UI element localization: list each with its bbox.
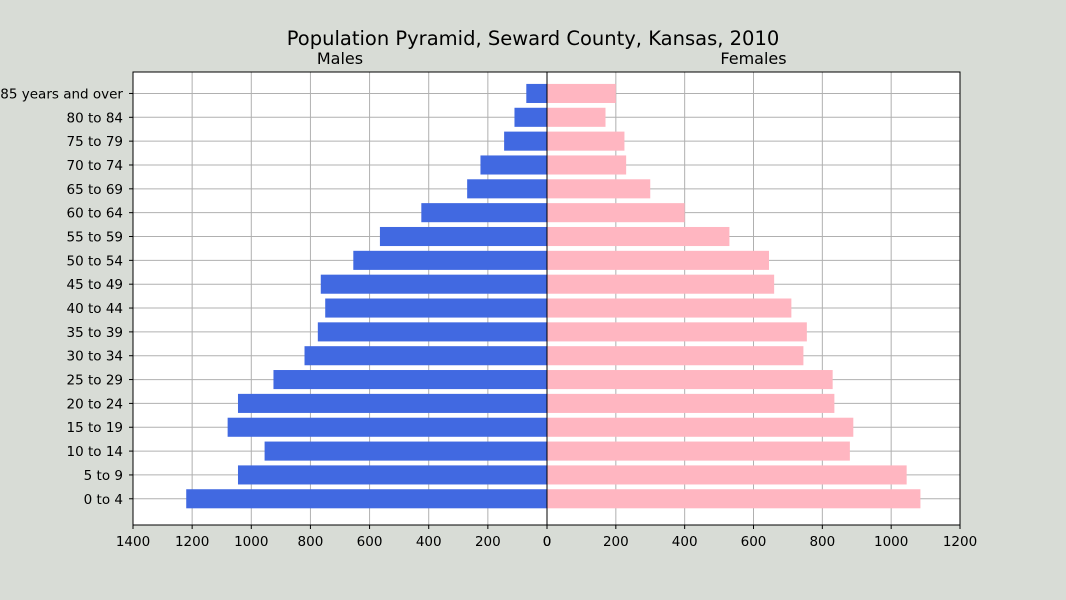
- males-x-axis: 1400 1200 1000 800 600 400 200 0: [116, 525, 551, 550]
- y-tick-label: 40 to 44: [67, 301, 124, 317]
- females-bar-85-years-and-over: [547, 83, 616, 103]
- males-bar-40-to-44: [325, 298, 547, 318]
- y-tick-label: 30 to 34: [67, 349, 124, 365]
- x-tick-label: 200: [475, 534, 501, 550]
- males-bar-35-to-39: [317, 322, 547, 342]
- x-tick-label: 1000: [234, 534, 268, 550]
- y-tick-label: 75 to 79: [67, 134, 124, 150]
- females-bar-20-to-24: [547, 393, 835, 413]
- females-bar-10-to-14: [547, 441, 850, 461]
- y-tick-label: 85 years and over: [0, 86, 123, 102]
- x-tick-label: 600: [357, 534, 383, 550]
- males-bar-70-to-74: [480, 155, 547, 175]
- y-tick-label: 25 to 29: [67, 373, 124, 389]
- x-tick-label: 1400: [116, 534, 150, 550]
- x-tick-label: 1000: [874, 534, 908, 550]
- x-tick-label: 400: [672, 534, 698, 550]
- x-tick-label: 200: [603, 534, 629, 550]
- females-bar-60-to-64: [547, 203, 685, 223]
- x-tick-label: 1200: [943, 534, 977, 550]
- males-bar-45-to-49: [320, 274, 547, 294]
- males-bar-20-to-24: [237, 393, 547, 413]
- x-tick-label: 1200: [175, 534, 209, 550]
- y-tick-label: 60 to 64: [67, 206, 124, 222]
- y-tick-label: 55 to 59: [67, 230, 124, 246]
- males-panel-title: Males: [317, 49, 363, 68]
- females-panel: 0 200 400 600 800 1000 1200: [543, 71, 977, 550]
- females-bar-45-to-49: [547, 274, 775, 294]
- males-bar-85-years-and-over: [526, 83, 547, 103]
- x-tick-label: 600: [741, 534, 767, 550]
- males-bar-80-to-84: [514, 107, 547, 127]
- y-tick-label: 35 to 39: [67, 325, 124, 341]
- y-tick-label: 15 to 19: [67, 420, 124, 436]
- males-bar-0-to-4: [186, 489, 547, 509]
- y-tick-label: 65 to 69: [67, 182, 124, 198]
- females-bar-80-to-84: [547, 107, 606, 127]
- males-bar-5-to-9: [237, 465, 547, 485]
- females-bars: [547, 83, 921, 509]
- males-bar-10-to-14: [264, 441, 547, 461]
- females-bar-30-to-34: [547, 346, 804, 366]
- x-tick-label: 0: [543, 534, 552, 550]
- females-bar-0-to-4: [547, 489, 921, 509]
- males-bar-50-to-54: [353, 250, 547, 270]
- males-bar-75-to-79: [504, 131, 547, 151]
- x-tick-label: 800: [809, 534, 835, 550]
- y-axis: 0 to 4 5 to 9 10 to 14 15 to 19 20 to 24 25 t…: [0, 86, 133, 508]
- y-tick-label: 10 to 14: [67, 444, 124, 460]
- females-bar-50-to-54: [547, 250, 769, 270]
- y-tick-label: 5 to 9: [84, 468, 123, 484]
- males-bar-60-to-64: [421, 203, 547, 223]
- x-tick-label: 800: [298, 534, 324, 550]
- females-bar-75-to-79: [547, 131, 625, 151]
- males-bar-15-to-19: [227, 417, 547, 437]
- y-tick-label: 20 to 24: [67, 396, 124, 412]
- y-tick-label: 50 to 54: [67, 253, 124, 269]
- males-bars: [186, 83, 547, 509]
- females-bar-65-to-69: [547, 179, 651, 199]
- males-panel: 1400 1200 1000 800 600 400 200 0 0 to 4 5 to 9 10…: [0, 71, 551, 550]
- females-bar-55-to-59: [547, 226, 730, 247]
- females-bar-40-to-44: [547, 298, 792, 318]
- y-tick-label: 70 to 74: [67, 158, 124, 174]
- chart-title: Population Pyramid, Seward County, Kansa…: [287, 27, 780, 50]
- y-tick-label: 45 to 49: [67, 277, 124, 293]
- y-tick-label: 80 to 84: [67, 110, 124, 126]
- males-bar-30-to-34: [304, 346, 547, 366]
- x-tick-label: 400: [416, 534, 442, 550]
- males-bar-55-to-59: [379, 226, 547, 247]
- females-bar-35-to-39: [547, 322, 807, 342]
- females-panel-title: Females: [720, 49, 786, 68]
- females-bar-70-to-74: [547, 155, 627, 175]
- males-bar-65-to-69: [467, 179, 547, 199]
- y-tick-label: 0 to 4: [84, 492, 123, 508]
- females-x-axis: 0 200 400 600 800 1000 1200: [543, 525, 977, 550]
- females-bar-25-to-29: [547, 370, 833, 390]
- x-tick-label: 0: [543, 534, 552, 550]
- females-bar-15-to-19: [547, 417, 854, 437]
- males-bar-25-to-29: [273, 370, 547, 390]
- females-bar-5-to-9: [547, 465, 907, 485]
